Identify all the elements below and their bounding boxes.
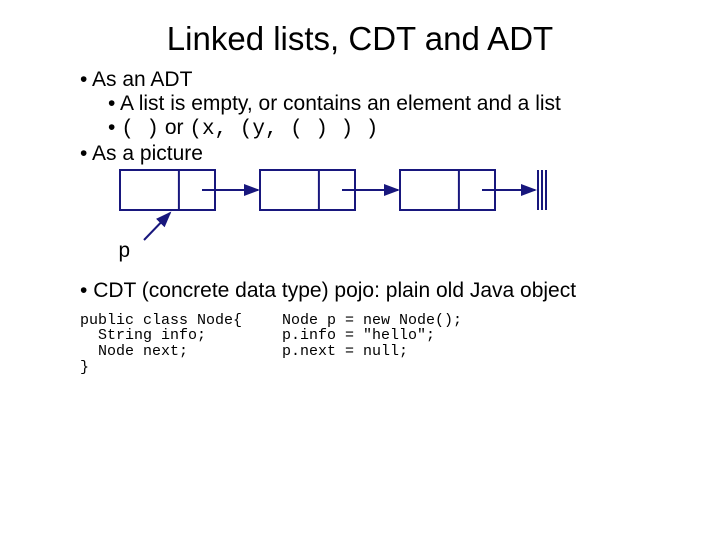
bullet-pic: • As a picture bbox=[80, 142, 660, 166]
bullet-cdt-text: CDT (concrete data type) pojo: plain old… bbox=[93, 279, 576, 302]
adt-expr-post: (x, (y, ( ) ) ) bbox=[189, 118, 378, 141]
bullet-adt: • As an ADT bbox=[80, 68, 660, 92]
bullet-adt-text: As an ADT bbox=[92, 68, 192, 91]
adt-expr-pre: ( ) bbox=[121, 118, 159, 141]
bullet-pic-text: As a picture bbox=[92, 142, 203, 165]
slide-content: • As an ADT • A list is empty, or contai… bbox=[0, 68, 720, 167]
slide: Linked lists, CDT and ADT • As an ADT • … bbox=[0, 0, 720, 540]
adt-expr-mid: or bbox=[159, 116, 189, 139]
bullet-adt-def-text: A list is empty, or contains an element … bbox=[120, 92, 561, 115]
code-left: public class Node{ String info; Node nex… bbox=[80, 313, 242, 376]
linked-list-diagram: p bbox=[60, 165, 720, 275]
p-label: p bbox=[118, 241, 131, 264]
slide-content-2: • CDT (concrete data type) pojo: plain o… bbox=[0, 279, 720, 303]
bullet-adt-expr: • ( ) or (x, (y, ( ) ) ) bbox=[108, 116, 660, 142]
code-columns: public class Node{ String info; Node nex… bbox=[0, 303, 720, 376]
slide-title: Linked lists, CDT and ADT bbox=[0, 0, 720, 68]
bullet-cdt: • CDT (concrete data type) pojo: plain o… bbox=[80, 279, 660, 303]
code-right: Node p = new Node(); p.info = "hello"; p… bbox=[282, 313, 462, 376]
bullet-adt-def: • A list is empty, or contains an elemen… bbox=[108, 92, 660, 116]
diagram-svg bbox=[60, 165, 620, 275]
